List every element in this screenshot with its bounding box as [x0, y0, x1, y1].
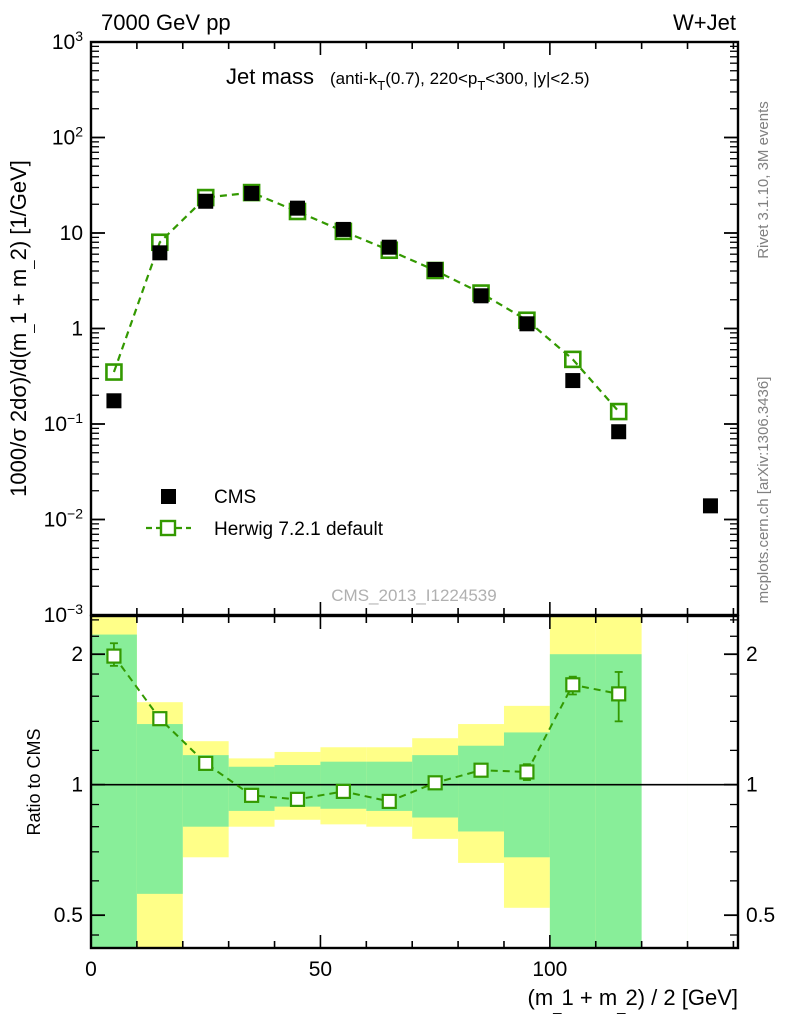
- x-tick-label: 100: [532, 958, 567, 981]
- legend-marker-herwig: [159, 519, 177, 537]
- header-right: W+Jet: [673, 10, 736, 35]
- ratio-herwig-marker: [427, 775, 443, 791]
- y-tick-label: 102: [52, 124, 83, 150]
- main-y-axis-ticks: [91, 41, 738, 616]
- plot-title: Jet mass: [226, 64, 314, 89]
- x-tick-labels: 0 50 100: [85, 958, 567, 981]
- ratio-uncertainty-bands: [91, 616, 688, 948]
- ratio-herwig-line: [113, 655, 619, 803]
- ratio-y-tick-label: 1: [71, 774, 83, 797]
- cms-marker: [611, 424, 627, 440]
- ratio-band-inner: [136, 724, 183, 894]
- cms-marker: [427, 261, 443, 277]
- cms-marker: [152, 245, 168, 261]
- plot-subtitle: (anti-kT(0.7), 220<pT<300, |y|<2.5): [330, 69, 590, 93]
- herwig-line: [112, 191, 620, 413]
- cms-marker: [381, 239, 397, 255]
- ratio-series-herwig: [106, 642, 627, 810]
- cms-marker: [198, 193, 214, 209]
- ratio-herwig-marker: [289, 791, 306, 807]
- ratio-y-tick-label: 0.5: [54, 904, 83, 927]
- ratio-y-tick-labels: 2 2 1 1 0.5 0.5: [54, 643, 775, 927]
- ratio-y-axis-title: Ratio to CMS: [24, 728, 44, 835]
- ratio-herwig-marker: [244, 787, 260, 803]
- cms-marker: [106, 393, 122, 409]
- analysis-watermark: CMS_2013_I1224539: [331, 586, 496, 605]
- cms-marker: [473, 288, 489, 304]
- ratio-panel-frame: [89, 614, 740, 950]
- y-tick-label: 10: [60, 222, 83, 245]
- series-cms: [106, 185, 718, 514]
- x-tick-label: 0: [85, 958, 97, 981]
- ratio-herwig-marker: [565, 677, 581, 693]
- y-tick-label: 10−2: [44, 506, 84, 532]
- y-tick-label: 1: [71, 318, 83, 341]
- ratio-band-inner: [91, 634, 137, 948]
- x-axis-title: (m_1 + m_2) / 2 [GeV]: [528, 985, 738, 1015]
- ratio-y-tick-label-right: 2: [746, 643, 758, 666]
- cms-marker: [289, 200, 305, 216]
- ratio-y-tick-label-right: 0.5: [746, 904, 775, 927]
- cms-marker: [702, 498, 718, 514]
- ratio-herwig-marker: [473, 762, 489, 778]
- ratio-band-gap: [641, 617, 688, 948]
- x-tick-label: 50: [309, 958, 332, 981]
- series-herwig: [105, 183, 628, 421]
- y-tick-label: 103: [52, 28, 83, 54]
- herwig-marker: [609, 402, 628, 421]
- ratio-herwig-marker: [611, 686, 627, 702]
- ratio-herwig-marker: [335, 783, 351, 799]
- cms-marker: [335, 221, 351, 237]
- legend-label-herwig: Herwig 7.2.1 default: [214, 519, 384, 540]
- ratio-herwig-marker: [519, 764, 535, 780]
- ratio-herwig-marker: [106, 648, 122, 664]
- y-tick-label: 10−1: [44, 410, 84, 436]
- ratio-herwig-marker: [198, 755, 214, 771]
- herwig-marker: [564, 350, 582, 369]
- header-left: 7000 GeV pp: [101, 10, 231, 35]
- ratio-band-inner: [549, 654, 596, 948]
- ratio-band-inner: [503, 732, 550, 858]
- herwig-marker: [105, 363, 123, 381]
- cms-marker: [565, 373, 581, 389]
- ratio-y-tick-label: 2: [71, 643, 83, 666]
- side-annotation-mcplots: mcplots.cern.ch [arXiv:1306.3436]: [755, 377, 772, 604]
- legend: CMS Herwig 7.2.1 default: [146, 487, 384, 540]
- side-annotation-rivet: Rivet 3.1.10, 3M events: [755, 101, 772, 259]
- ratio-band-inner: [458, 745, 504, 832]
- ratio-y-axis-ticks: [91, 619, 738, 936]
- legend-marker-cms: [161, 489, 176, 504]
- ratio-herwig-marker: [152, 711, 168, 727]
- cms-marker: [519, 316, 535, 332]
- y-tick-label: 10−3: [44, 601, 84, 627]
- main-y-axis-title: 1000/σ 2dσ)/d(m_1 + m_2) [1/GeV]: [6, 160, 36, 497]
- cms-marker: [244, 185, 260, 201]
- ratio-herwig-marker: [381, 793, 397, 810]
- legend-label-cms: CMS: [214, 487, 256, 508]
- ratio-y-tick-label-right: 1: [746, 774, 758, 797]
